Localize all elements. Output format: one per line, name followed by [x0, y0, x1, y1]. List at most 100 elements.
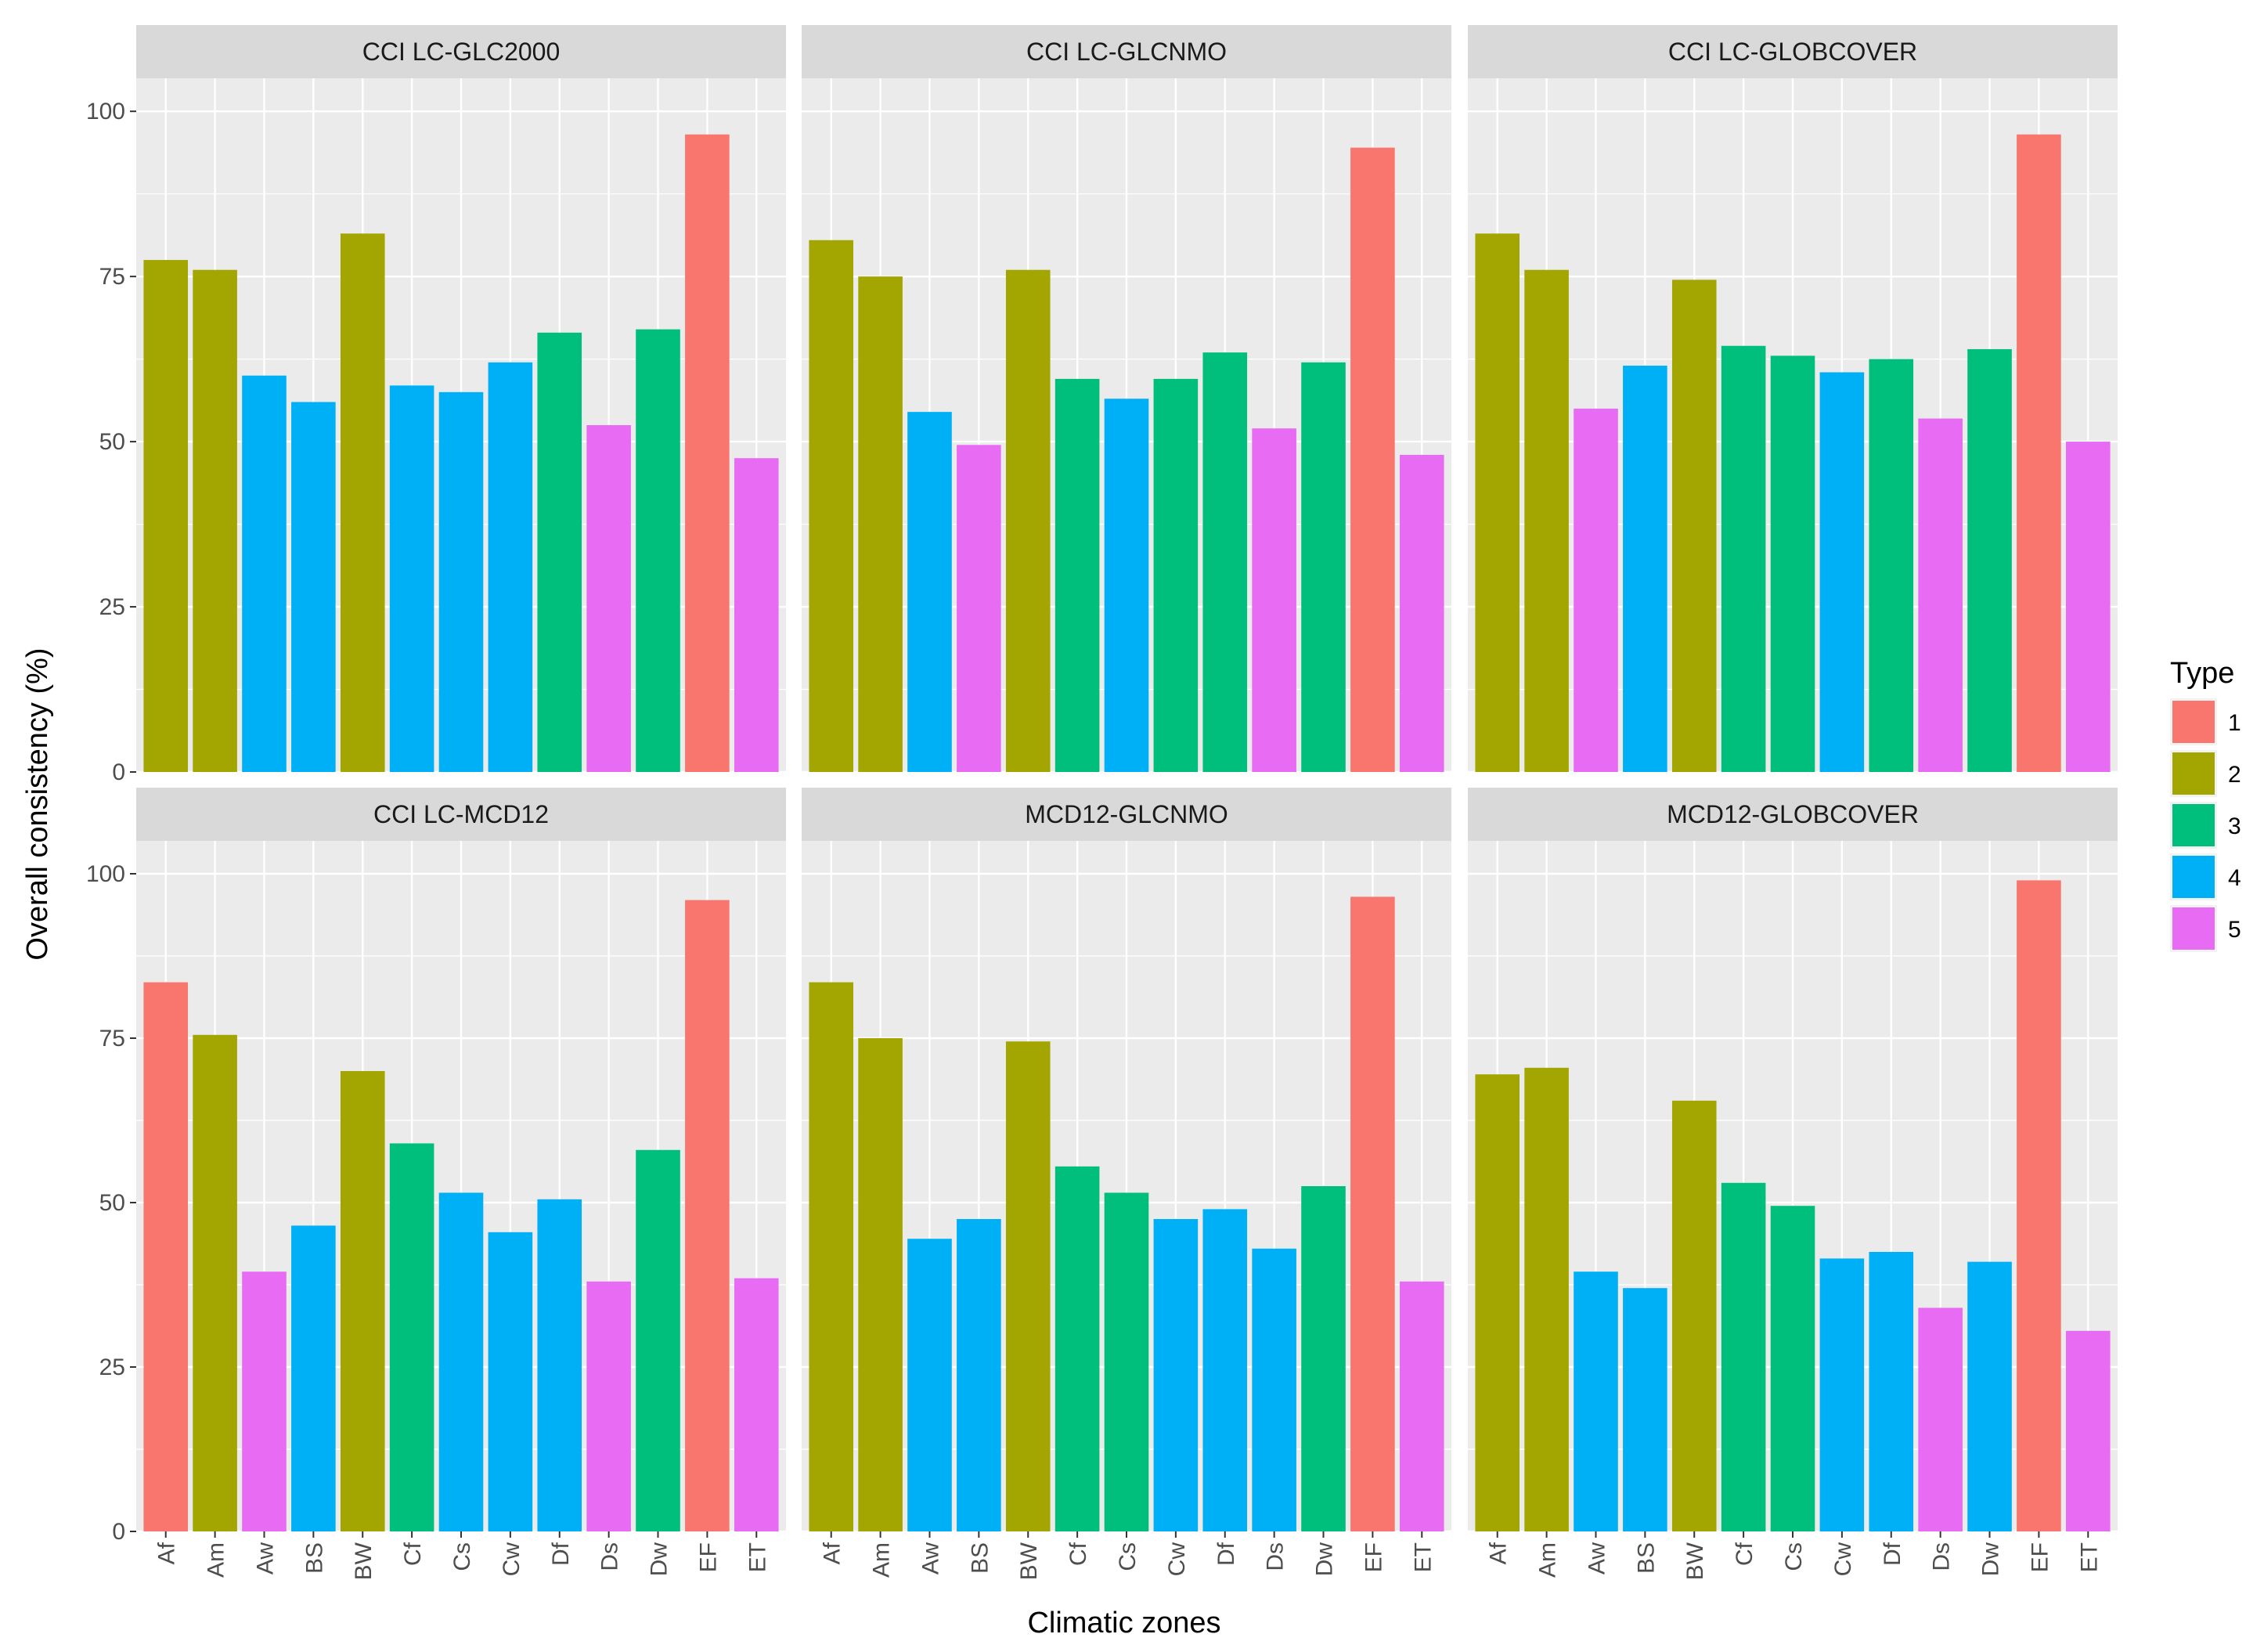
panel-title: CCI LC-GLC2000 — [362, 38, 561, 66]
bar-dw — [1301, 362, 1346, 772]
bar-dw — [636, 329, 680, 773]
x-tick-label: Cw — [499, 1542, 525, 1577]
x-tick-label: Aw — [252, 1542, 278, 1574]
legend-label: 5 — [2228, 917, 2241, 943]
bar-af — [1475, 1074, 1520, 1531]
x-tick-label: BW — [351, 1542, 377, 1580]
bar-aw — [242, 1271, 287, 1531]
bar-dw — [1967, 348, 2012, 772]
bar-et — [1399, 454, 1444, 772]
x-tick-label: Ds — [1263, 1542, 1289, 1571]
panel-cci-lc-glcnmo: CCI LC-GLCNMO — [802, 25, 1451, 774]
panel-strip — [802, 788, 1451, 841]
bar-am — [858, 1038, 903, 1531]
bar-et — [734, 1278, 779, 1531]
panel-title: MCD12-GLOBCOVER — [1667, 800, 1919, 828]
bar-bs — [1623, 366, 1667, 772]
x-tick-label: Am — [869, 1542, 895, 1578]
x-tick-label: EF — [1361, 1542, 1386, 1572]
panel-strip — [1468, 25, 2118, 78]
bar-bs — [291, 402, 336, 772]
bar-et — [734, 458, 779, 772]
x-tick-label: BW — [1682, 1542, 1708, 1580]
bar-bs — [957, 445, 1001, 772]
bar-df — [537, 332, 582, 772]
x-tick-label: Df — [1213, 1542, 1239, 1566]
panel-strip — [802, 25, 1451, 78]
bar-cw — [488, 1232, 533, 1531]
panel-strip — [1468, 788, 2118, 841]
bar-am — [1524, 1067, 1569, 1531]
x-tick-label: Ds — [1929, 1542, 1955, 1571]
bar-ds — [586, 1281, 631, 1531]
bar-bw — [1005, 1041, 1051, 1531]
bar-ef — [2017, 880, 2061, 1531]
bar-cs — [438, 1192, 484, 1531]
bar-bs — [1623, 1288, 1667, 1531]
chart-axes: Climatic zones Overall consistency (%) — [21, 647, 1221, 1639]
panel-title: CCI LC-GLCNMO — [1026, 38, 1227, 66]
y-tick-label: 50 — [99, 1190, 125, 1216]
x-tick-label: Cw — [1830, 1542, 1856, 1577]
x-tick-label: BS — [967, 1542, 993, 1574]
x-tick-label: Dw — [1978, 1542, 2004, 1577]
x-tick-label: Cs — [449, 1542, 475, 1571]
bar-ef — [1350, 147, 1395, 773]
bar-bw — [1671, 1100, 1717, 1531]
panel-cci-lc-globcover: CCI LC-GLOBCOVER — [1468, 25, 2118, 774]
y-tick-label: 100 — [86, 99, 125, 124]
bar-cs — [1770, 355, 1815, 772]
bar-cw — [488, 362, 533, 772]
legend-title: Type — [2170, 657, 2234, 690]
y-tick-label: 0 — [112, 1519, 125, 1545]
panel-strip — [136, 25, 786, 78]
panel-cci-lc-mcd12: CCI LC-MCD12 0 25 50 75 100 Af Am Aw BS BW Cf Cs Cw Df… — [86, 788, 786, 1580]
bar-cw — [1819, 1258, 1865, 1531]
x-tick-label: Cf — [400, 1542, 426, 1566]
legend-swatch-type-2 — [2172, 752, 2215, 795]
bar-cs — [438, 391, 484, 772]
panel-cci-lc-glc2000: CCI LC-GLC2000 0 25 50 75 100 — [86, 25, 786, 785]
bar-cf — [389, 385, 434, 772]
x-tick-label: Cw — [1164, 1542, 1190, 1577]
bar-aw — [1574, 1271, 1618, 1531]
x-tick-label: Df — [1880, 1542, 1905, 1566]
bar-df — [1869, 1252, 1914, 1531]
bar-df — [1202, 1209, 1248, 1531]
x-tick-label: Cs — [1781, 1542, 1807, 1571]
bar-et — [1399, 1281, 1444, 1531]
bar-bw — [1005, 269, 1051, 772]
bar-df — [537, 1199, 582, 1531]
panel-mcd12-globcover: MCD12-GLOBCOVER Af Am Aw BS BW Cf Cs Cw Df Ds Dw EF E… — [1468, 788, 2118, 1580]
x-tick-label: ET — [1410, 1542, 1436, 1572]
bar-cf — [1054, 1166, 1100, 1531]
bar-dw — [1967, 1261, 2012, 1531]
x-tick-label: Am — [204, 1542, 229, 1578]
bar-ds — [1252, 428, 1296, 772]
x-tick-label: EF — [2027, 1542, 2053, 1572]
bar-cf — [389, 1143, 434, 1531]
bar-af — [809, 982, 854, 1531]
legend-swatch-type-5 — [2172, 907, 2215, 950]
x-tick-label: Af — [154, 1542, 180, 1564]
legend-label: 3 — [2228, 813, 2241, 839]
x-tick-label: Af — [1486, 1542, 1512, 1564]
bar-am — [193, 1034, 237, 1531]
y-tick-label: 0 — [112, 759, 125, 785]
legend-swatch-type-3 — [2172, 804, 2215, 846]
panel-title: MCD12-GLCNMO — [1025, 800, 1228, 828]
x-tick-label: BW — [1016, 1542, 1042, 1580]
panel-mcd12-glcnmo: MCD12-GLCNMO Af Am Aw BS BW Cf Cs Cw Df Ds Dw EF ET — [802, 788, 1451, 1580]
bar-bw — [340, 1071, 385, 1531]
x-tick-label: Ds — [597, 1542, 623, 1571]
bar-bs — [291, 1225, 336, 1531]
x-axis-title: Climatic zones — [1027, 1607, 1220, 1639]
bar-am — [193, 269, 237, 772]
x-tick-label: Af — [820, 1542, 845, 1564]
bar-cf — [1054, 378, 1100, 772]
bar-aw — [907, 412, 952, 772]
bar-ds — [1252, 1248, 1296, 1531]
chart-panels: CCI LC-GLC2000 0 25 50 75 100 CCI LC-GLCNMO CCI… — [86, 25, 2118, 1580]
x-tick-label: EF — [695, 1542, 721, 1572]
